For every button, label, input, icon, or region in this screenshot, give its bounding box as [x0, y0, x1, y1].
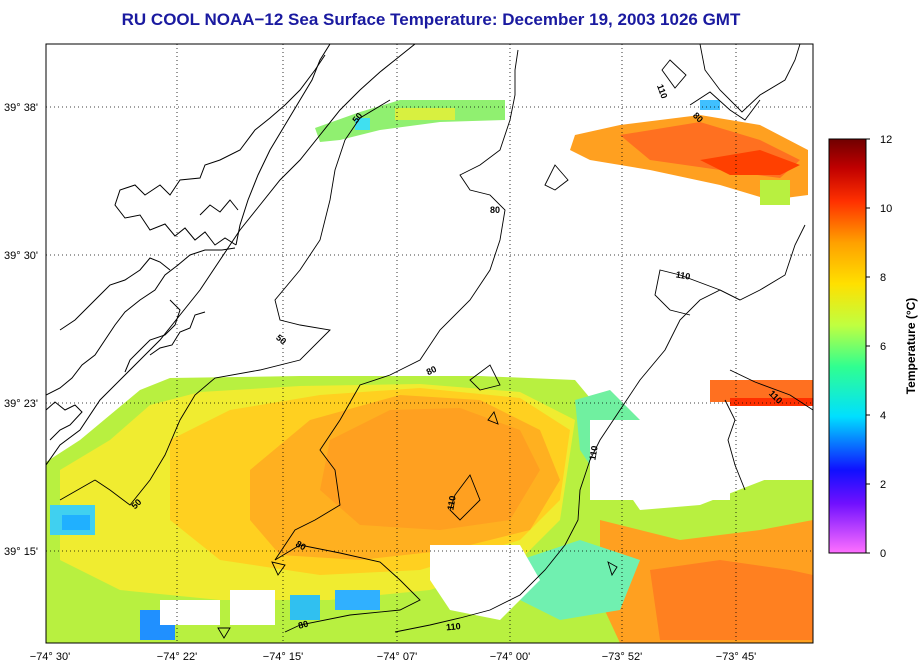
lat-tick-label: 39° 30' — [4, 250, 38, 262]
lon-axis: −74° 30' −74° 22' −74° 15' −74° 07' −74°… — [30, 651, 756, 663]
colorbar-tick-label: 6 — [880, 341, 886, 353]
colorbar-tick-label: 4 — [880, 410, 886, 422]
lat-tick-label: 39° 23' — [4, 398, 38, 410]
contour-label: 80 — [490, 205, 500, 215]
colorbar-tick-label: 12 — [880, 134, 892, 146]
contour-label: 110 — [445, 495, 457, 511]
lon-tick-label: −73° 45' — [716, 651, 756, 663]
lon-tick-label: −74° 30' — [30, 651, 70, 663]
lon-tick-label: −74° 07' — [377, 651, 417, 663]
contour-label: 80 — [294, 539, 308, 553]
bathymetry-contours — [59, 44, 813, 639]
map-frame — [45, 43, 814, 644]
contour-label: 50 — [350, 111, 364, 125]
lat-tick-label: 39° 38' — [4, 102, 38, 114]
coastline — [46, 44, 416, 466]
lon-tick-label: −74° 15' — [263, 651, 303, 663]
map-title: RU COOL NOAA−12 Sea Surface Temperature:… — [121, 10, 741, 29]
sst-field — [46, 100, 813, 643]
lat-axis: 39° 38' 39° 30' 39° 23' 39° 15' — [4, 102, 38, 558]
colorbar-tick-label: 10 — [880, 203, 892, 215]
lat-tick-label: 39° 15' — [4, 546, 38, 558]
lon-tick-label: −74° 22' — [157, 651, 197, 663]
colorbar-tick-label: 0 — [880, 548, 886, 560]
contour-label: 80 — [297, 619, 309, 631]
colorbar-tick-label: 8 — [880, 272, 886, 284]
colorbar-tick-label: 2 — [880, 479, 886, 491]
contour-label: 110 — [675, 269, 691, 281]
colorbar-gradient — [828, 138, 867, 554]
contour-label: 110 — [446, 621, 461, 632]
contour-label: 80 — [425, 364, 438, 377]
lon-tick-label: −74° 00' — [490, 651, 530, 663]
contour-label: 50 — [274, 332, 288, 346]
contour-label: 110 — [587, 445, 599, 461]
colorbar-label: Temperature (°C) — [904, 298, 918, 395]
colorbar: 12 10 8 6 4 2 0 Temperature (°C) — [828, 134, 918, 560]
lon-tick-label: −73° 52' — [602, 651, 642, 663]
contour-label: 110 — [655, 83, 669, 100]
